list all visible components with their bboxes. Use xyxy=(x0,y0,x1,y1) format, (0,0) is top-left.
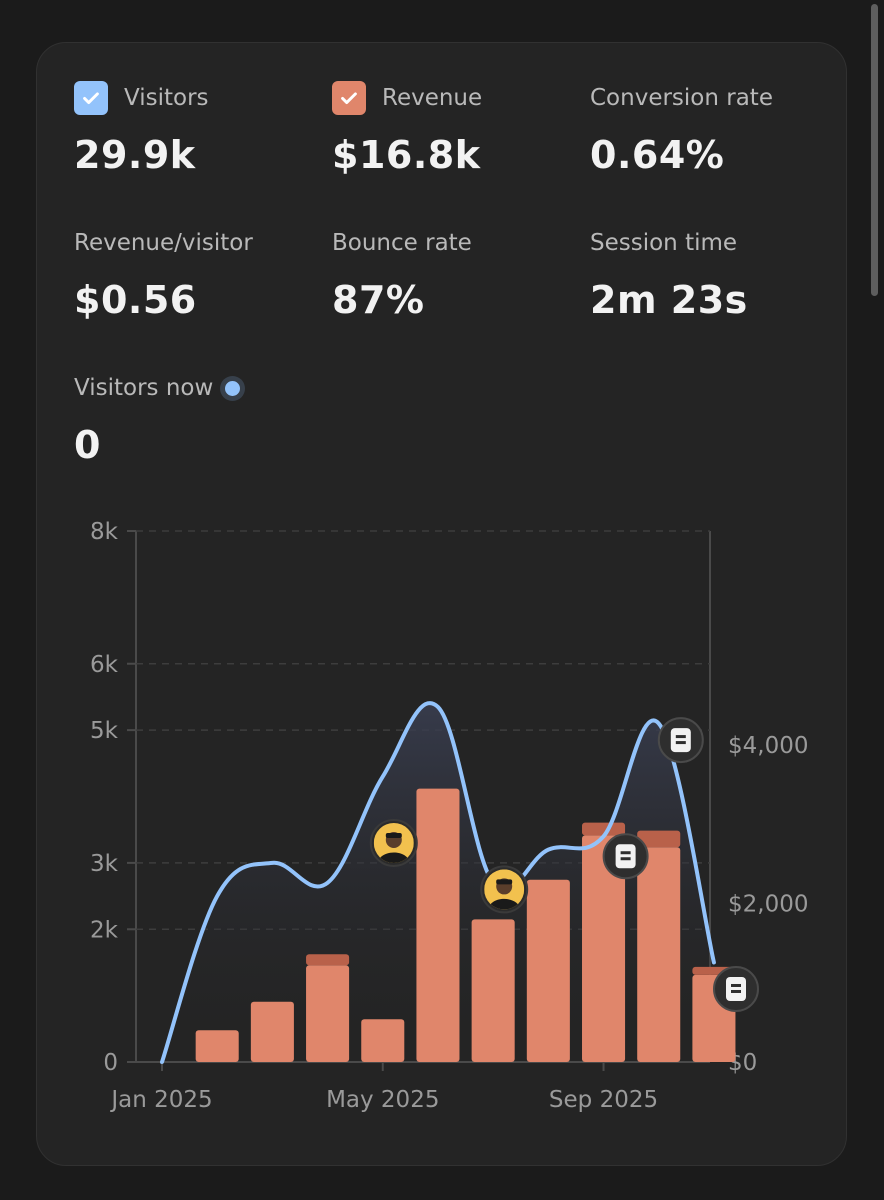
live-dot-icon xyxy=(225,380,241,396)
document-line xyxy=(731,983,741,987)
revenue-bar xyxy=(416,788,460,1062)
refund-bar xyxy=(582,822,626,836)
refund-bar xyxy=(637,830,681,848)
scrollbar-thumb[interactable] xyxy=(871,4,878,296)
check-icon xyxy=(341,92,357,105)
conversion-rate-value: 0.64% xyxy=(590,133,725,177)
revenue-bar xyxy=(195,1030,239,1062)
x-tick-label: May 2025 xyxy=(326,1087,439,1113)
revenue-bar xyxy=(526,879,570,1062)
annotation-note xyxy=(657,717,704,764)
left-tick-label: 2k xyxy=(90,917,119,943)
metric-visitors-now[interactable]: Visitors now 0 xyxy=(74,371,241,467)
visitors-now-value: 0 xyxy=(74,423,101,467)
metric-revenue[interactable]: Revenue $16.8k xyxy=(332,81,482,177)
revenue-per-visitor-value: $0.56 xyxy=(74,278,197,322)
document-icon xyxy=(726,976,746,1001)
visitors-now-label: Visitors now xyxy=(74,375,214,401)
metric-session-time[interactable]: Session time 2m 23s xyxy=(590,226,748,322)
analytics-card: Visitors 29.9k Revenue $16.8k Conversion… xyxy=(36,42,847,1166)
avatar-body xyxy=(377,852,410,863)
document-line xyxy=(620,851,631,855)
check-icon xyxy=(83,92,99,105)
revenue-per-visitor-label: Revenue/visitor xyxy=(74,230,253,256)
revenue-bar xyxy=(582,835,626,1062)
refund-bar xyxy=(306,954,350,966)
document-line xyxy=(675,735,686,739)
x-tick-label: Jan 2025 xyxy=(109,1087,212,1113)
visitors-checkbox[interactable] xyxy=(74,81,108,115)
left-tick-label: 8k xyxy=(90,519,119,545)
avatar-hair xyxy=(385,832,402,838)
annotation-avatar xyxy=(369,818,418,867)
left-tick-label: 3k xyxy=(90,851,119,877)
revenue-label: Revenue xyxy=(382,85,483,111)
revenue-bar xyxy=(250,1001,294,1062)
avatar-body xyxy=(488,898,521,910)
session-time-value: 2m 23s xyxy=(590,278,748,322)
document-icon xyxy=(670,728,691,753)
document-icon xyxy=(615,844,636,869)
left-tick-label: 6k xyxy=(90,652,119,678)
metric-revenue-per-visitor[interactable]: Revenue/visitor $0.56 xyxy=(74,226,253,322)
revenue-bar xyxy=(306,965,350,1062)
session-time-label: Session time xyxy=(590,230,738,256)
revenue-bar xyxy=(637,847,681,1062)
revenue-checkbox[interactable] xyxy=(332,81,366,115)
document-line xyxy=(675,741,686,745)
metric-visitors[interactable]: Visitors 29.9k xyxy=(74,81,209,177)
revenue-bar xyxy=(471,919,515,1062)
annotation-note xyxy=(713,965,759,1012)
scrollbar[interactable] xyxy=(866,0,884,1200)
revenue-bar xyxy=(361,1019,405,1062)
document-line xyxy=(620,857,631,861)
metric-bounce-rate[interactable]: Bounce rate 87% xyxy=(332,226,472,322)
right-tick-label: $2,000 xyxy=(728,891,808,917)
revenue-value: $16.8k xyxy=(332,133,481,177)
visitors-value: 29.9k xyxy=(74,133,196,177)
right-tick-label: $4,000 xyxy=(728,733,808,759)
document-line xyxy=(731,989,741,993)
x-tick-label: Sep 2025 xyxy=(549,1087,658,1113)
visitors-line xyxy=(160,701,716,1064)
visitors-label: Visitors xyxy=(124,85,209,111)
annotation-avatar xyxy=(480,865,529,914)
avatar-hair xyxy=(496,879,513,885)
left-tick-label: 0 xyxy=(103,1050,118,1076)
left-tick-label: 5k xyxy=(90,718,119,744)
annotation-note xyxy=(602,833,649,880)
bounce-rate-value: 87% xyxy=(332,278,425,322)
bounce-rate-label: Bounce rate xyxy=(332,230,472,256)
metric-conversion-rate[interactable]: Conversion rate 0.64% xyxy=(590,81,773,177)
conversion-rate-label: Conversion rate xyxy=(590,85,773,111)
